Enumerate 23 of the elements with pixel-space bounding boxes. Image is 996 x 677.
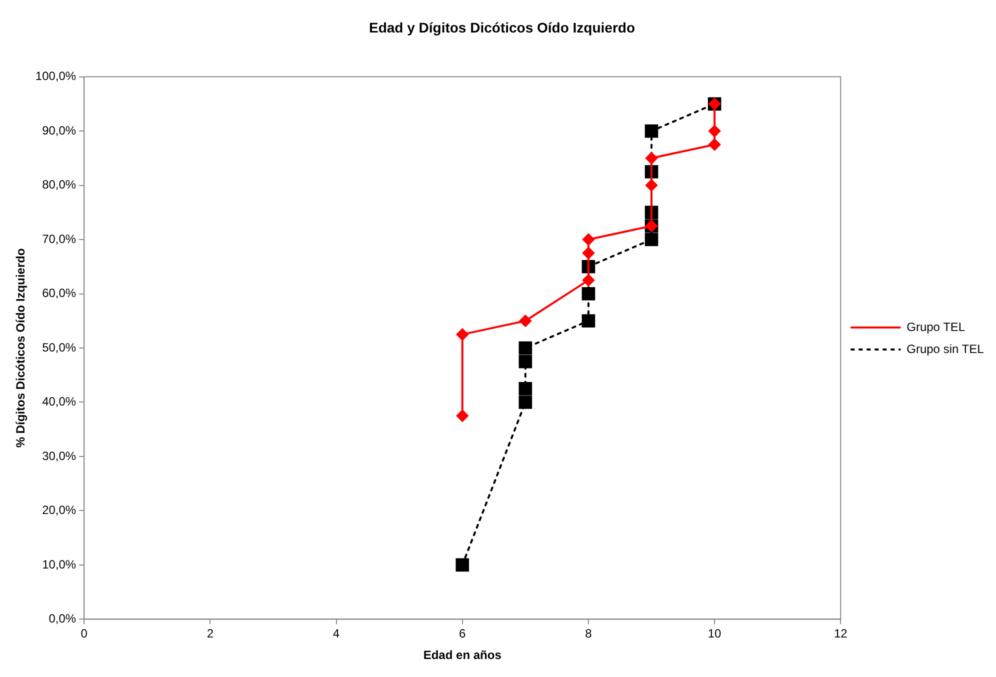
y-tick-label: 80,0% [42,178,76,192]
y-tick-label: 50,0% [42,340,76,354]
y-tick-label: 40,0% [42,394,76,409]
legend-label: Grupo TEL [906,320,966,334]
y-axis-title: % Dígitos Dicóticos Oído Izquierdo [14,248,28,448]
chart-title: Edad y Dígitos Dicóticos Oído Izquierdo [368,19,636,36]
x-tick-label: 10 [708,626,722,641]
y-tick-label: 10,0% [42,557,76,572]
y-tick-label: 30,0% [42,448,76,463]
x-tick-label: 2 [206,626,214,641]
x-tick-label: 6 [459,626,466,641]
legend-label: Grupo sin TEL [906,342,984,356]
x-tick-label: 8 [585,626,592,641]
x-tick-label: 4 [332,626,340,641]
x-tick-label: 0 [80,626,88,641]
x-axis-title: Edad en años [423,648,502,662]
y-tick-label: 0,0% [48,612,76,626]
y-tick-label: 20,0% [42,503,76,518]
y-tick-label: 90,0% [42,123,76,138]
x-tick-label: 12 [834,626,848,641]
y-tick-label: 60,0% [42,286,76,300]
y-tick-label: 70,0% [42,232,76,246]
y-tick-label: 100,0% [35,69,76,84]
